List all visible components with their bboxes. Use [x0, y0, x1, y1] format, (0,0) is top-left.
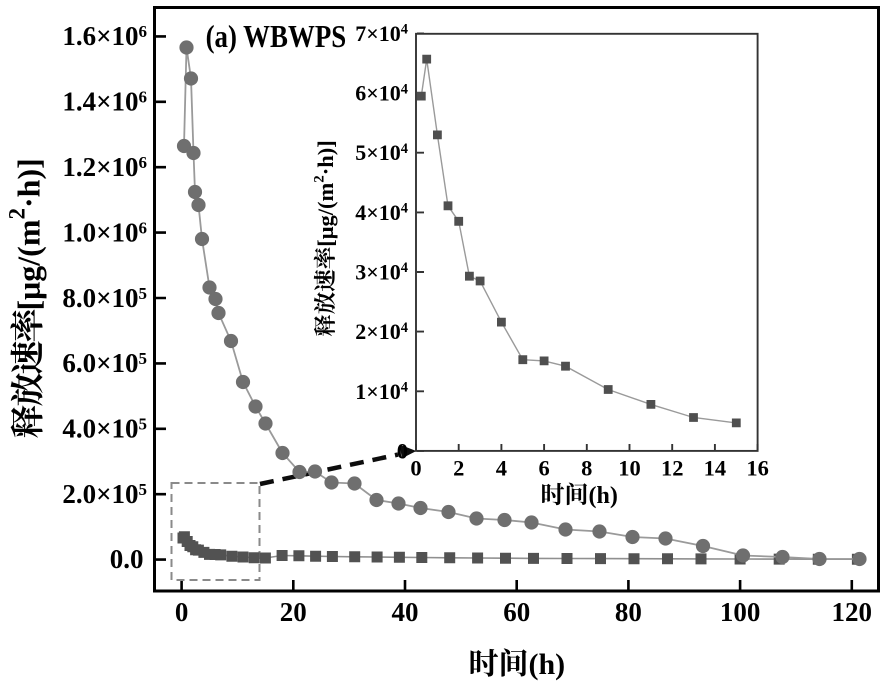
svg-text:100: 100: [720, 597, 761, 627]
svg-text:[μg/(m2·h)]: [μg/(m2·h)]: [5, 158, 47, 310]
svg-text:16: 16: [746, 456, 769, 481]
svg-text:1.0×106: 1.0×106: [62, 217, 147, 247]
svg-text:0.0: 0.0: [110, 544, 144, 574]
svg-text:12: 12: [661, 456, 684, 481]
svg-text:2: 2: [453, 456, 464, 481]
svg-text:4: 4: [496, 456, 507, 481]
svg-text:2×104: 2×104: [355, 319, 408, 344]
svg-text:1.6×106: 1.6×106: [62, 21, 147, 51]
svg-text:(a) WBWPS: (a) WBWPS: [206, 20, 347, 55]
svg-text:[μg/(m2·h)]: [μg/(m2·h)]: [312, 140, 339, 247]
svg-text:1.2×106: 1.2×106: [62, 152, 147, 182]
svg-text:6: 6: [538, 456, 549, 481]
svg-text:40: 40: [392, 597, 419, 627]
svg-text:14: 14: [704, 456, 727, 481]
svg-text:1×104: 1×104: [355, 379, 408, 404]
svg-text:3×104: 3×104: [355, 260, 408, 285]
svg-text:5×104: 5×104: [355, 140, 408, 165]
svg-text:4×104: 4×104: [355, 200, 408, 225]
svg-text:10: 10: [618, 456, 641, 481]
svg-text:120: 120: [832, 597, 873, 627]
svg-text:8.0×105: 8.0×105: [62, 283, 147, 313]
svg-text:60: 60: [503, 597, 530, 627]
svg-text:1.4×106: 1.4×106: [62, 87, 147, 117]
svg-text:0: 0: [175, 597, 189, 627]
svg-text:80: 80: [615, 597, 642, 627]
svg-text:0: 0: [410, 456, 421, 481]
svg-text:20: 20: [280, 597, 307, 627]
svg-text:(h): (h): [589, 483, 618, 509]
svg-text:6×104: 6×104: [355, 81, 408, 106]
svg-text:(h): (h): [529, 648, 566, 681]
svg-text:7×104: 7×104: [355, 21, 408, 46]
svg-text:6.0×105: 6.0×105: [62, 348, 147, 378]
svg-text:0: 0: [397, 439, 408, 464]
svg-text:8: 8: [581, 456, 592, 481]
svg-text:2.0×105: 2.0×105: [62, 479, 147, 509]
svg-text:4.0×105: 4.0×105: [62, 414, 147, 444]
